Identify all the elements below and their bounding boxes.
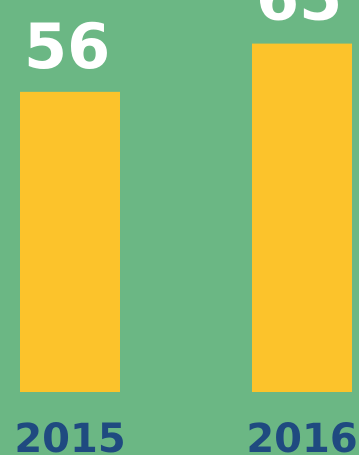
value-labels: 56 65	[24, 0, 342, 83]
value-label-2016: 65	[256, 0, 342, 35]
bars	[20, 43, 352, 392]
category-labels: 2015 2016	[14, 416, 357, 455]
category-label-2015: 2015	[14, 416, 125, 455]
bar-2016	[252, 43, 352, 392]
bar-2015	[20, 91, 120, 392]
value-label-2015: 56	[24, 10, 110, 83]
category-label-2016: 2016	[246, 416, 357, 455]
